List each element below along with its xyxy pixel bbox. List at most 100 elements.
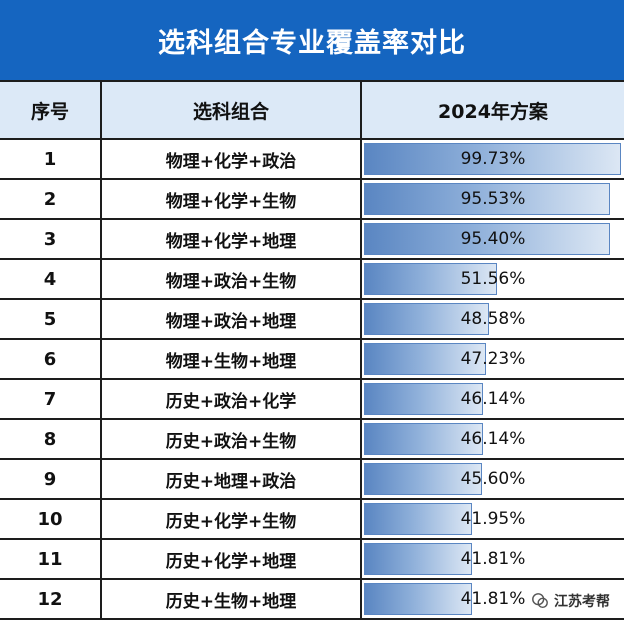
row-combo: 物理+政治+地理: [165, 311, 297, 332]
data-label: 41.95%: [460, 509, 526, 529]
data-bar: [364, 343, 486, 375]
row-combo-cell: 物理+生物+地理: [102, 340, 362, 378]
data-label: 99.73%: [460, 149, 526, 169]
data-bar: [364, 303, 489, 335]
data-bar: [364, 503, 472, 535]
row-combo-cell: 物理+化学+生物: [102, 180, 362, 218]
row-combo: 历史+化学+地理: [165, 551, 297, 572]
row-value-cell: 45.60%: [362, 460, 624, 498]
row-combo-cell: 历史+化学+地理: [102, 540, 362, 578]
row-value-cell: 46.14%: [362, 380, 624, 418]
data-bar: [364, 463, 482, 495]
row-combo-cell: 物理+化学+政治: [102, 140, 362, 178]
row-index-cell: 4: [0, 260, 102, 298]
header-plan: 2024年方案: [438, 100, 548, 123]
row-value-cell: 41.81%: [362, 540, 624, 578]
table-row: 8 历史+政治+生物 46.14%: [0, 420, 624, 460]
data-label: 41.81%: [460, 589, 526, 609]
row-value-cell: 41.95%: [362, 500, 624, 538]
table-row: 2 物理+化学+生物 95.53%: [0, 180, 624, 220]
row-value-cell: 95.40%: [362, 220, 624, 258]
row-value-cell: 46.14%: [362, 420, 624, 458]
row-combo: 历史+生物+地理: [165, 591, 297, 612]
row-combo-cell: 物理+政治+地理: [102, 300, 362, 338]
row-index-cell: 5: [0, 300, 102, 338]
row-combo: 物理+化学+地理: [165, 231, 297, 252]
row-combo: 历史+政治+生物: [165, 431, 297, 452]
watermark: 江苏考帮: [527, 589, 614, 613]
row-combo-cell: 物理+政治+生物: [102, 260, 362, 298]
wechat-icon: [532, 593, 548, 609]
row-index: 12: [37, 588, 63, 610]
row-index: 5: [43, 308, 57, 330]
row-combo: 历史+地理+政治: [165, 471, 297, 492]
table-title: 选科组合专业覆盖率对比: [0, 0, 624, 80]
row-index-cell: 9: [0, 460, 102, 498]
header-plan-cell: 2024年方案: [362, 82, 624, 138]
data-bar: [364, 263, 497, 295]
row-index: 7: [43, 388, 57, 410]
header-combo-cell: 选科组合: [102, 82, 362, 138]
data-label: 48.58%: [460, 309, 526, 329]
data-bar: [364, 183, 610, 215]
row-combo: 历史+化学+生物: [165, 511, 297, 532]
table-row: 5 物理+政治+地理 48.58%: [0, 300, 624, 340]
row-index: 2: [43, 188, 57, 210]
row-value-cell: 95.53%: [362, 180, 624, 218]
row-combo: 历史+政治+化学: [165, 391, 297, 412]
row-index-cell: 12: [0, 580, 102, 618]
table-row: 11 历史+化学+地理 41.81%: [0, 540, 624, 580]
data-label: 47.23%: [460, 349, 526, 369]
table-body: 1 物理+化学+政治 99.73% 2 物理+化学+生物 95.53% 3 物理+化学+地理 9…: [0, 140, 624, 627]
row-index-cell: 7: [0, 380, 102, 418]
data-label: 95.40%: [460, 229, 526, 249]
row-index-cell: 6: [0, 340, 102, 378]
table-row: 9 历史+地理+政治 45.60%: [0, 460, 624, 500]
row-index: 1: [43, 148, 57, 170]
row-combo: 物理+生物+地理: [165, 351, 297, 372]
row-index-cell: 3: [0, 220, 102, 258]
data-bar: [364, 383, 483, 415]
row-combo-cell: 物理+化学+地理: [102, 220, 362, 258]
watermark-text: 江苏考帮: [554, 594, 610, 610]
row-index-cell: 10: [0, 500, 102, 538]
table-row: 3 物理+化学+地理 95.40%: [0, 220, 624, 260]
row-combo-cell: 历史+化学+生物: [102, 500, 362, 538]
data-label: 41.81%: [460, 549, 526, 569]
row-value-cell: 48.58%: [362, 300, 624, 338]
row-index: 10: [37, 508, 63, 530]
data-label: 46.14%: [460, 389, 526, 409]
row-index: 8: [43, 428, 57, 450]
row-value-cell: 41.81%: [362, 580, 624, 618]
table-row: 10 历史+化学+生物 41.95%: [0, 500, 624, 540]
row-index-cell: 2: [0, 180, 102, 218]
table-header: 序号 选科组合 2024年方案: [0, 80, 624, 140]
data-bar: [364, 543, 472, 575]
table-row: 6 物理+生物+地理 47.23%: [0, 340, 624, 380]
header-combo: 选科组合: [192, 100, 269, 123]
row-value-cell: 99.73%: [362, 140, 624, 178]
row-combo-cell: 历史+政治+生物: [102, 420, 362, 458]
row-combo: 物理+化学+政治: [165, 151, 297, 172]
row-combo-cell: 历史+地理+政治: [102, 460, 362, 498]
data-bar: [364, 143, 621, 175]
row-value-cell: 47.23%: [362, 340, 624, 378]
data-bar: [364, 423, 483, 455]
row-index-cell: 8: [0, 420, 102, 458]
header-index: 序号: [30, 100, 69, 123]
row-combo: 物理+政治+生物: [165, 271, 297, 292]
row-index-cell: 11: [0, 540, 102, 578]
data-label: 95.53%: [460, 189, 526, 209]
row-index-cell: 1: [0, 140, 102, 178]
data-label: 51.56%: [460, 269, 526, 289]
data-bar: [364, 583, 472, 615]
data-bar: [364, 223, 610, 255]
table-row: 12 历史+生物+地理 41.81%: [0, 580, 624, 620]
row-value-cell: 51.56%: [362, 260, 624, 298]
table-row: 7 历史+政治+化学 46.14%: [0, 380, 624, 420]
row-combo-cell: 历史+生物+地理: [102, 580, 362, 618]
data-label: 46.14%: [460, 429, 526, 449]
header-index-cell: 序号: [0, 82, 102, 138]
data-label: 45.60%: [460, 469, 526, 489]
